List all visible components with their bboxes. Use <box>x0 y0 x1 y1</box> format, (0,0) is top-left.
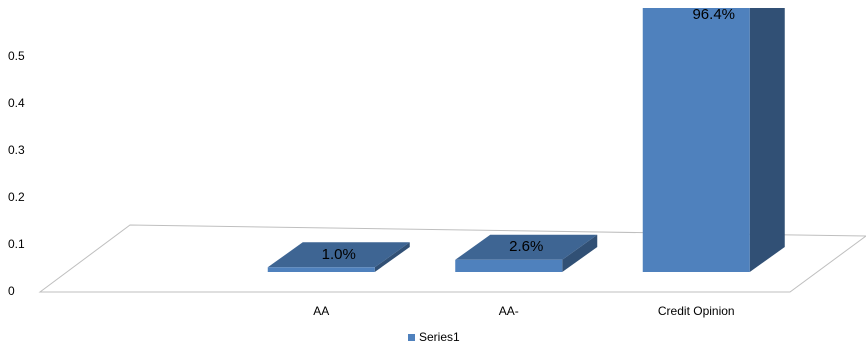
bar-side <box>374 242 410 272</box>
bar-top <box>455 234 598 260</box>
legend-swatch <box>408 334 415 341</box>
y-tick-label: 0.4 <box>8 96 25 110</box>
data-label: 2.6% <box>509 238 543 255</box>
x-tick-label: AA- <box>499 304 519 318</box>
y-tick-label: 0 <box>8 284 15 298</box>
y-tick-label: 0.5 <box>8 49 25 63</box>
x-tick-label: Credit Opinion <box>658 304 735 318</box>
plot-area <box>267 8 785 273</box>
y-tick-label: 0.2 <box>8 190 25 204</box>
bar <box>455 259 563 272</box>
bar-side <box>562 234 598 272</box>
bar <box>267 267 375 272</box>
floor <box>38 224 866 293</box>
data-label: 96.4% <box>692 6 735 23</box>
x-tick-label: AA <box>313 304 329 318</box>
y-tick-label: 0.1 <box>8 237 25 251</box>
bar-side <box>749 8 785 272</box>
legend-label: Series1 <box>419 330 460 344</box>
bar <box>642 8 750 273</box>
y-tick-label: 0.3 <box>8 143 25 157</box>
data-label: 1.0% <box>322 246 356 263</box>
bar-top <box>267 242 410 268</box>
